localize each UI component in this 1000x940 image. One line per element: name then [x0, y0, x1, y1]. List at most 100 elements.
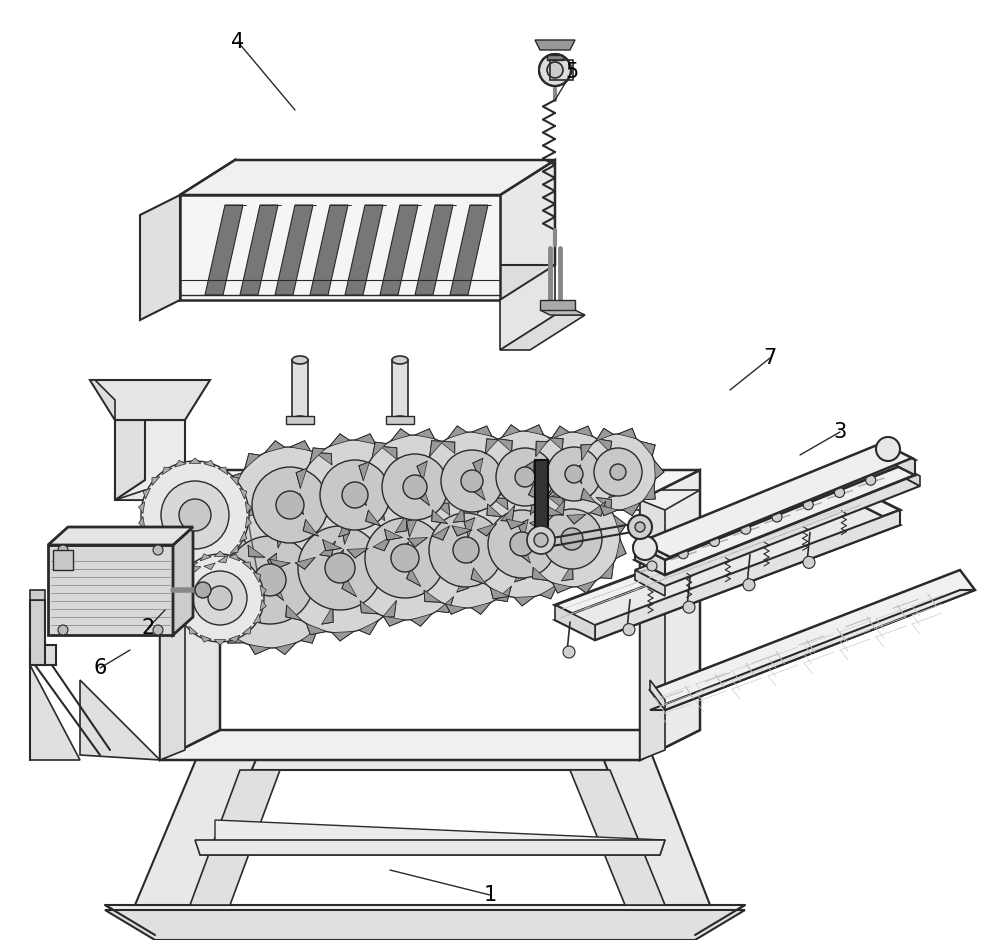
Polygon shape [548, 485, 567, 497]
Polygon shape [567, 514, 586, 524]
Polygon shape [190, 770, 280, 905]
Polygon shape [277, 528, 288, 548]
Polygon shape [333, 554, 345, 574]
Text: 6: 6 [93, 658, 107, 678]
Polygon shape [160, 500, 185, 760]
Circle shape [320, 460, 390, 530]
Polygon shape [115, 400, 145, 500]
Polygon shape [200, 820, 665, 855]
Polygon shape [496, 439, 512, 452]
Polygon shape [162, 467, 172, 475]
Polygon shape [105, 910, 745, 940]
Circle shape [343, 496, 467, 620]
Polygon shape [174, 600, 180, 611]
Polygon shape [432, 509, 448, 524]
Circle shape [479, 431, 571, 523]
Polygon shape [610, 750, 650, 780]
Polygon shape [152, 477, 160, 486]
Circle shape [628, 515, 652, 539]
Polygon shape [230, 477, 238, 486]
Polygon shape [555, 490, 900, 625]
Polygon shape [292, 494, 304, 514]
Text: 2: 2 [141, 618, 155, 638]
Polygon shape [407, 518, 418, 537]
Polygon shape [214, 551, 226, 556]
Polygon shape [218, 467, 228, 475]
Circle shape [153, 545, 163, 555]
Polygon shape [303, 520, 319, 536]
Polygon shape [195, 840, 665, 855]
Polygon shape [644, 484, 655, 500]
Polygon shape [400, 463, 414, 483]
Polygon shape [392, 360, 408, 420]
Circle shape [461, 470, 483, 492]
Polygon shape [446, 604, 466, 615]
Polygon shape [230, 544, 238, 554]
Polygon shape [386, 416, 414, 424]
Polygon shape [357, 503, 373, 519]
Circle shape [683, 602, 695, 613]
Circle shape [325, 553, 355, 583]
Polygon shape [30, 665, 80, 760]
Polygon shape [189, 562, 198, 570]
Polygon shape [231, 523, 245, 541]
Polygon shape [240, 531, 247, 541]
Polygon shape [226, 632, 244, 643]
Polygon shape [552, 500, 565, 515]
Polygon shape [514, 457, 527, 476]
Polygon shape [491, 498, 508, 509]
Polygon shape [547, 496, 563, 509]
Polygon shape [200, 750, 650, 770]
Polygon shape [473, 459, 483, 477]
Polygon shape [115, 400, 185, 420]
Polygon shape [618, 429, 636, 439]
Polygon shape [518, 544, 530, 563]
Polygon shape [567, 477, 577, 495]
Polygon shape [502, 425, 520, 437]
Circle shape [58, 545, 68, 555]
Polygon shape [635, 445, 915, 560]
Polygon shape [421, 498, 436, 514]
Polygon shape [359, 462, 370, 480]
Circle shape [834, 488, 844, 497]
Polygon shape [535, 40, 575, 50]
Polygon shape [200, 635, 211, 642]
Polygon shape [581, 445, 592, 461]
Circle shape [876, 437, 900, 461]
Circle shape [539, 54, 571, 86]
Circle shape [542, 509, 602, 569]
Circle shape [176, 554, 264, 642]
Polygon shape [405, 490, 427, 500]
Polygon shape [430, 441, 443, 457]
Polygon shape [407, 568, 421, 587]
Circle shape [179, 499, 211, 531]
Polygon shape [452, 525, 472, 536]
Polygon shape [432, 502, 450, 515]
Polygon shape [551, 426, 569, 439]
Polygon shape [650, 680, 665, 710]
Polygon shape [323, 540, 342, 551]
Circle shape [408, 492, 524, 608]
Circle shape [254, 564, 286, 596]
Polygon shape [525, 461, 534, 480]
Circle shape [276, 491, 304, 519]
Polygon shape [472, 426, 492, 436]
Polygon shape [458, 458, 471, 476]
Polygon shape [517, 481, 527, 501]
Polygon shape [640, 441, 655, 456]
Circle shape [515, 467, 535, 487]
Polygon shape [207, 536, 218, 554]
Polygon shape [318, 532, 333, 549]
Polygon shape [338, 518, 349, 537]
Polygon shape [335, 550, 345, 572]
Polygon shape [295, 557, 315, 570]
Polygon shape [271, 580, 284, 601]
Circle shape [547, 62, 563, 78]
Circle shape [363, 435, 467, 539]
Circle shape [565, 465, 583, 483]
Polygon shape [342, 577, 357, 597]
Text: 4: 4 [231, 32, 245, 52]
Polygon shape [260, 600, 266, 611]
Polygon shape [460, 542, 472, 563]
Polygon shape [497, 484, 517, 496]
